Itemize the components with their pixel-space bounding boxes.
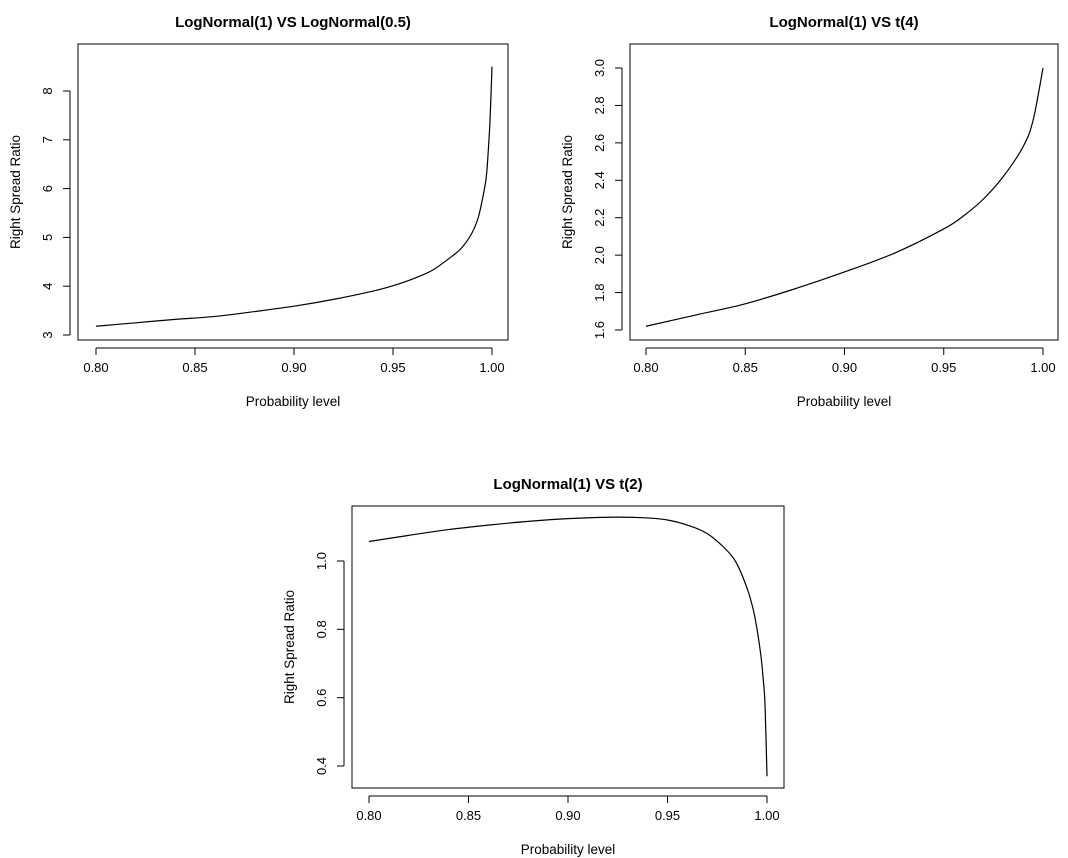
y-tick-label: 4 [40,283,55,290]
x-tick-label: 0.95 [931,360,956,375]
x-tick-label: 0.85 [456,808,481,823]
chart-title: LogNormal(1) VS t(4) [769,14,918,31]
x-tick-label: 0.85 [182,360,207,375]
y-tick-label: 2.2 [592,209,607,227]
y-tick-label: 0.8 [314,620,329,638]
y-tick-label: 2.4 [592,171,607,189]
y-axis-label: Right Spread Ratio [560,135,575,249]
x-tick-label: 0.80 [633,360,658,375]
chart-title: LogNormal(1) VS t(2) [493,476,642,493]
y-tick-label: 1.0 [314,552,329,570]
y-tick-label: 7 [40,136,55,143]
series-line-1 [368,516,768,777]
x-tick-label: 1.00 [754,808,779,823]
y-tick-label: 0.6 [314,689,329,707]
x-axis-label: Probability level [521,842,616,857]
y-tick-label: 6 [40,185,55,192]
chart-title: LogNormal(1) VS LogNormal(0.5) [175,14,411,31]
chart-panel-2: LogNormal(1) VS t(4) 0.80 0.85 0.90 0.95 1.00… [560,14,1059,409]
y-tick-label: 5 [40,234,55,241]
x-tick-label: 0.90 [555,808,580,823]
plot-frame [351,505,785,789]
chart-panel-3: LogNormal(1) VS t(2)0.80 0.85 0.90 0.95 1.00… [282,476,785,857]
x-tick-label: 0.85 [733,360,758,375]
x-tick-label: 0.90 [832,360,857,375]
y-tick-label: 2.0 [592,246,607,264]
y-tick-label: 1.6 [592,321,607,339]
x-tick-label: 0.90 [281,360,306,375]
series-line-1 [645,67,1044,327]
series-line-1 [95,66,493,327]
x-axis-label: Probability level [797,394,892,409]
x-tick-label: 1.00 [479,360,504,375]
x-tick-label: 0.95 [655,808,680,823]
x-tick-label: 1.00 [1030,360,1055,375]
y-tick-label: 3.0 [592,59,607,77]
plot-frame [77,43,509,341]
x-tick-label: 0.80 [83,360,108,375]
y-axis-label: Right Spread Ratio [282,590,297,704]
y-tick-label: 2.6 [592,134,607,152]
y-tick-label: 8 [40,87,55,94]
y-tick-label: 0.4 [314,757,329,775]
y-tick-label: 1.8 [592,284,607,302]
plot-frame [629,43,1059,341]
x-axis-label: Probability level [246,394,341,409]
chart-panel-1: LogNormal(1) VS LogNormal(0.5) 0.80 0.85 0.… [8,14,509,409]
y-tick-label: 2.8 [592,96,607,114]
x-tick-label: 0.95 [380,360,405,375]
y-axis-label: Right Spread Ratio [8,135,23,249]
y-tick-label: 3 [40,331,55,338]
x-tick-label: 0.80 [356,808,381,823]
